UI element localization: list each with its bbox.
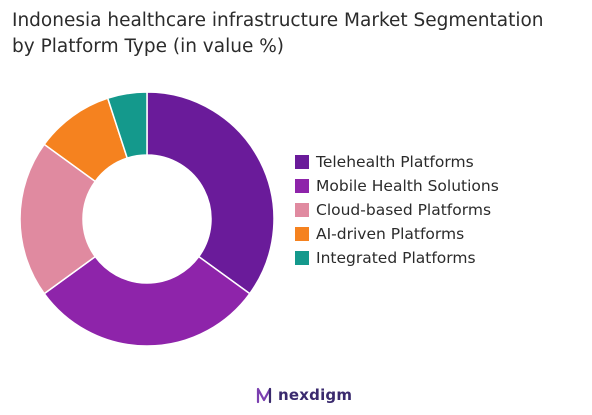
legend-label: AI-driven Platforms bbox=[316, 225, 465, 243]
legend-swatch bbox=[295, 203, 309, 217]
chart-title: Indonesia healthcare infrastructure Mark… bbox=[12, 8, 582, 60]
chart-title-line-1: Indonesia healthcare infrastructure Mark… bbox=[12, 10, 544, 31]
donut-slice-integrated-platforms bbox=[106, 91, 148, 160]
chart-legend: Telehealth Platforms Mobile Health Solut… bbox=[295, 150, 499, 270]
legend-item: Cloud-based Platforms bbox=[295, 198, 499, 222]
legend-label: Telehealth Platforms bbox=[316, 153, 474, 171]
donut-slice-mobile-health-solutions bbox=[43, 255, 251, 347]
legend-item: Telehealth Platforms bbox=[295, 150, 499, 174]
legend-label: Integrated Platforms bbox=[316, 249, 476, 267]
legend-label: Mobile Health Solutions bbox=[316, 177, 499, 195]
legend-swatch bbox=[295, 251, 309, 265]
legend-item: Mobile Health Solutions bbox=[295, 174, 499, 198]
brand-logo: nexdigm bbox=[256, 386, 352, 404]
donut-slice-telehealth-platforms bbox=[146, 91, 275, 295]
legend-item: Integrated Platforms bbox=[295, 246, 499, 270]
legend-item: AI-driven Platforms bbox=[295, 222, 499, 246]
legend-label: Cloud-based Platforms bbox=[316, 201, 492, 219]
logo-text: nexdigm bbox=[278, 386, 353, 404]
legend-swatch bbox=[295, 155, 309, 169]
legend-swatch bbox=[295, 227, 309, 241]
legend-swatch bbox=[295, 179, 309, 193]
chart-title-line-2: by Platform Type (in value %) bbox=[12, 36, 285, 57]
nexdigm-logo-icon bbox=[256, 387, 272, 404]
